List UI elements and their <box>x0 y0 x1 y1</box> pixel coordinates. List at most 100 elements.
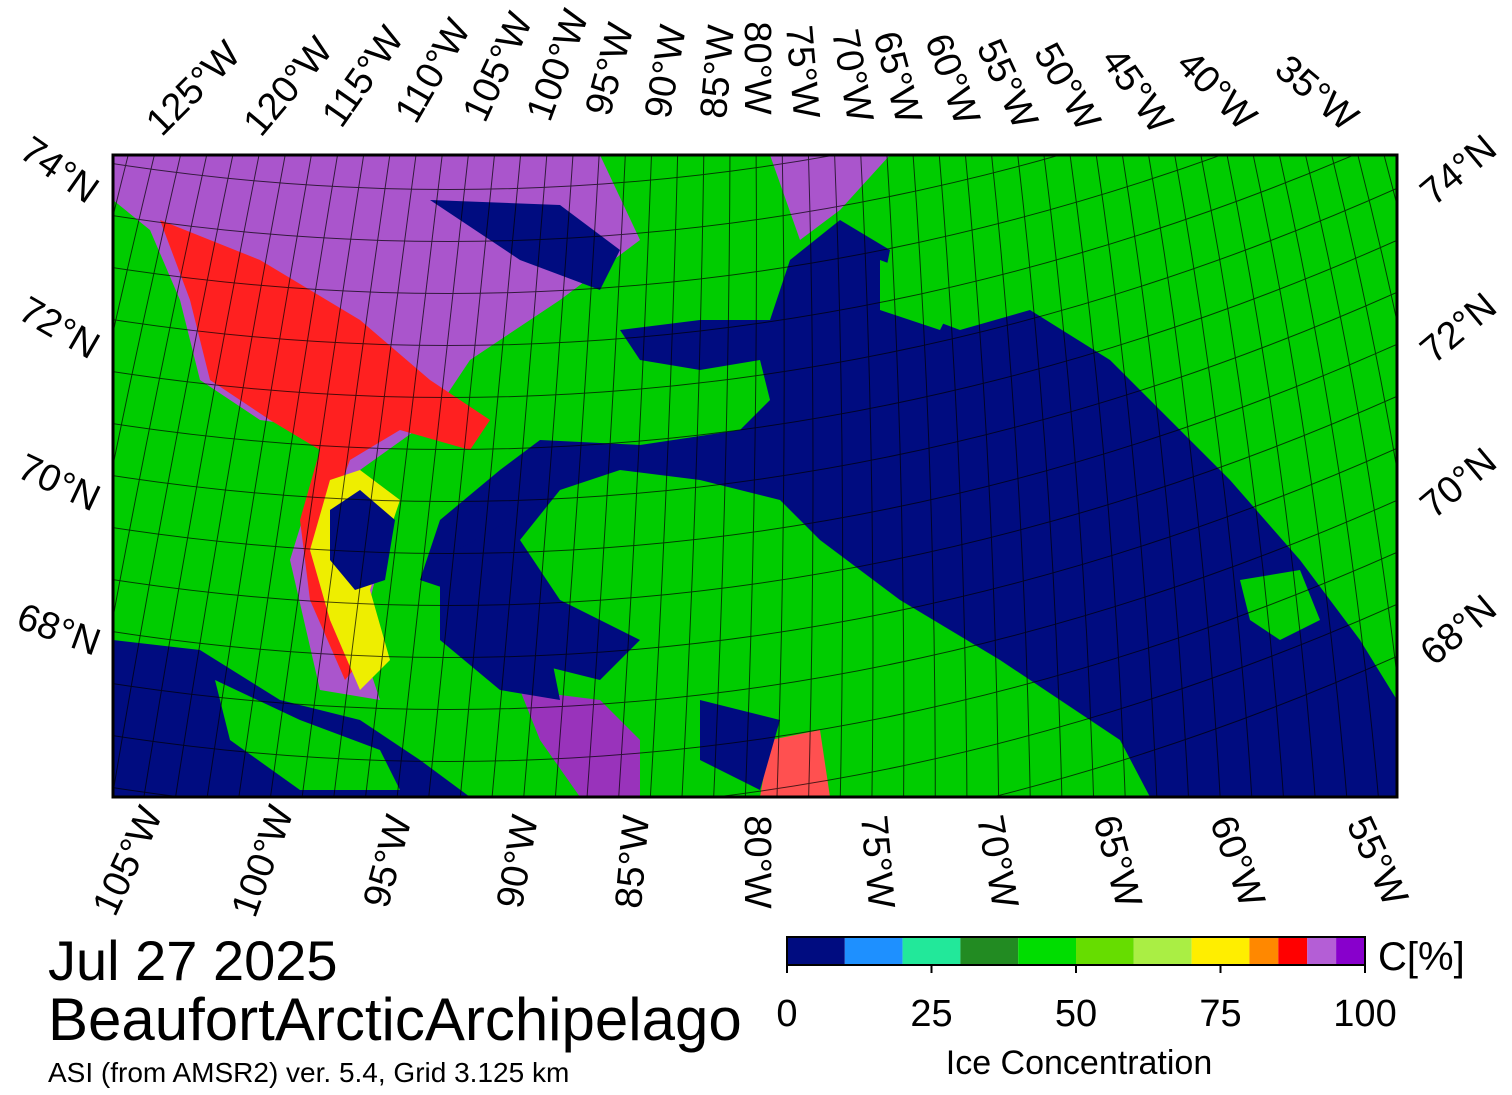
meridian <box>523 155 574 797</box>
coordinate-label: 60°W <box>1201 810 1272 912</box>
colorbar-segment <box>1191 937 1250 965</box>
meridian <box>1121 155 1189 797</box>
coordinate-label: 74°N <box>1413 127 1505 214</box>
meridian <box>113 155 208 621</box>
meridian <box>1043 155 1095 797</box>
colorbar-segment <box>1249 937 1279 965</box>
parallel <box>113 155 1356 347</box>
region-label: BeaufortArcticArchipelago <box>48 986 742 1053</box>
parallel <box>990 655 1397 797</box>
coordinate-label: 68°N <box>12 596 106 665</box>
colorbar-segment <box>902 937 961 965</box>
meridian <box>744 155 757 797</box>
meridian <box>428 155 495 797</box>
coordinate-label: 70°N <box>1413 440 1505 527</box>
meridian <box>364 155 443 797</box>
meridian <box>1357 155 1397 324</box>
parallel <box>113 155 1223 295</box>
coordinate-label: 90°W <box>489 812 547 911</box>
meridian <box>1252 155 1348 797</box>
colorbar-segment <box>1336 937 1365 965</box>
meridian <box>713 155 731 797</box>
colorbar-label: Ice Concentration <box>946 1044 1213 1082</box>
colorbar-segment <box>1018 937 1076 965</box>
colorbar-segment <box>1278 937 1308 965</box>
map-image <box>113 155 1397 797</box>
meridian <box>238 155 339 797</box>
meridian <box>1278 155 1379 797</box>
colorbar-segment <box>1133 937 1192 965</box>
colorbar-unit: C[%] <box>1378 935 1465 979</box>
coordinate-label: 75°W <box>777 24 827 121</box>
coordinate-label: 74°N <box>12 129 106 212</box>
coordinate-label: 70°N <box>11 446 106 520</box>
meridian <box>860 155 874 797</box>
coordinate-label: 55°W <box>968 33 1046 135</box>
meridian <box>938 155 968 797</box>
meridian <box>113 155 234 796</box>
meridian <box>1331 155 1397 473</box>
meridian <box>991 155 1031 797</box>
meridian <box>1174 155 1253 797</box>
coordinate-label: 72°N <box>1413 285 1505 372</box>
colorbar-segment <box>1076 937 1134 965</box>
graticule <box>113 155 1397 797</box>
coordinate-label: 72°N <box>12 289 107 368</box>
parallel <box>113 155 1062 243</box>
coordinate-label: 85°W <box>608 813 658 910</box>
parallel <box>113 155 838 191</box>
meridian <box>1148 155 1221 797</box>
meridian <box>270 155 365 797</box>
coordinate-label: 95°W <box>356 811 421 912</box>
coordinate-label: 120°W <box>236 29 342 144</box>
meridian <box>1305 155 1397 680</box>
meridian <box>681 155 705 797</box>
map-frame <box>111 153 1399 799</box>
meridian <box>143 155 260 797</box>
meridian <box>396 155 469 797</box>
meridian <box>491 155 548 797</box>
meridian <box>649 155 679 797</box>
meridian <box>1069 155 1126 797</box>
coordinate-label: 90°W <box>637 22 695 121</box>
meridian <box>776 155 785 797</box>
parallel <box>113 343 1397 555</box>
coordinate-label: 45°W <box>1093 41 1181 142</box>
date-label: Jul 27 2025 <box>48 929 338 992</box>
meridian <box>206 155 312 797</box>
coordinate-label: 115°W <box>314 19 413 135</box>
meridian <box>834 155 844 797</box>
colorbar: 0 25 50 75 100 C[%] Ice Concentration <box>776 935 1464 1082</box>
parallel <box>113 551 1397 763</box>
coordinate-label: 70°W <box>968 812 1026 911</box>
meridian <box>912 155 936 797</box>
meridian <box>886 155 905 797</box>
meridian <box>618 155 652 797</box>
colorbar-segment <box>960 937 1019 965</box>
coordinate-label: 80°W <box>736 815 778 908</box>
colorbar-tick-label: 50 <box>1055 993 1097 1035</box>
source-label: ASI (from AMSR2) ver. 5.4, Grid 3.125 km <box>48 1057 569 1088</box>
meridian <box>301 155 391 797</box>
meridian <box>1017 155 1063 797</box>
colorbar-tick-label: 0 <box>776 993 797 1035</box>
coordinate-label: 50°W <box>1025 36 1108 138</box>
meridian <box>113 155 155 335</box>
parallel <box>113 395 1397 607</box>
colorbar-segment <box>844 937 903 965</box>
meridian <box>113 155 182 468</box>
coordinate-label: 65°W <box>1085 811 1150 912</box>
coordinate-label: 85°W <box>693 23 743 120</box>
coordinate-label: 100°W <box>224 800 303 922</box>
meridian <box>1226 155 1316 797</box>
meridian <box>1095 155 1158 797</box>
parallel <box>113 291 1397 503</box>
colorbar-segment <box>787 937 845 965</box>
coordinate-label: 75°W <box>852 814 902 911</box>
coordinate-label: 80°W <box>736 21 778 114</box>
coordinate-label: 35°W <box>1267 47 1366 139</box>
parallel <box>113 187 1397 399</box>
meridian <box>333 155 417 797</box>
